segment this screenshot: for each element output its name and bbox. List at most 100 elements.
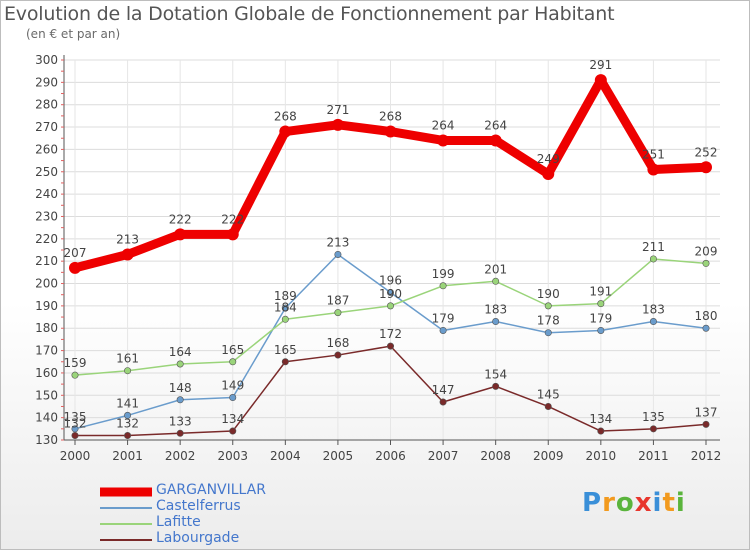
data-label: 222	[169, 212, 192, 226]
data-label: 149	[221, 379, 244, 393]
x-tick-label: 2010	[586, 449, 617, 463]
y-tick-label: 190	[35, 299, 58, 313]
data-label: 141	[116, 396, 139, 410]
data-point	[702, 324, 710, 332]
data-label: 183	[484, 303, 507, 317]
legend-label-garganvillar: GARGANVILLAR	[156, 482, 266, 498]
logo-letter: r	[602, 488, 616, 518]
y-tick-label: 170	[35, 344, 58, 358]
x-tick-label: 2002	[165, 449, 196, 463]
data-label: 172	[379, 327, 402, 341]
data-label: 154	[484, 367, 507, 381]
data-point	[489, 134, 502, 147]
data-label: 196	[379, 273, 402, 287]
x-tick-label: 2005	[323, 449, 354, 463]
data-label: 161	[116, 352, 139, 366]
data-point	[439, 398, 447, 406]
data-label: 134	[589, 412, 612, 426]
data-label: 187	[326, 294, 349, 308]
data-point	[700, 161, 712, 174]
data-point	[439, 282, 447, 290]
data-point	[174, 228, 187, 241]
data-point	[124, 411, 132, 419]
data-label: 133	[169, 414, 192, 428]
legend-label-lafitte: Lafitte	[156, 514, 201, 530]
data-point	[281, 358, 289, 366]
data-point	[542, 168, 555, 180]
y-tick-label: 250	[35, 165, 58, 179]
data-label: 211	[642, 240, 665, 254]
legend-swatch-labourgade	[100, 539, 152, 541]
data-point	[334, 351, 342, 359]
data-point	[71, 371, 79, 379]
data-label: 132	[116, 417, 139, 431]
data-label: 179	[589, 311, 612, 325]
logo-letter: i	[652, 488, 663, 518]
data-label: 264	[484, 118, 507, 132]
x-tick-label: 2011	[638, 449, 669, 463]
data-label: 145	[537, 387, 560, 401]
data-label: 135	[642, 410, 665, 424]
y-tick-label: 220	[35, 232, 58, 246]
data-label: 179	[432, 311, 455, 325]
data-point	[176, 360, 184, 368]
data-label: 183	[642, 303, 665, 317]
chart-subtitle: (en € et par an)	[26, 27, 121, 41]
data-label: 132	[64, 417, 87, 431]
data-point	[71, 425, 79, 433]
data-label: 165	[221, 343, 244, 357]
data-point	[69, 261, 81, 274]
data-label: 249	[537, 152, 560, 166]
proxiti-logo: Proxiti	[582, 488, 686, 518]
data-label: 190	[537, 287, 560, 301]
data-label: 180	[695, 309, 718, 323]
logo-letter: i	[675, 488, 686, 518]
data-point	[544, 302, 552, 310]
x-tick-label: 2001	[112, 449, 143, 463]
data-label: 291	[589, 58, 612, 72]
legend-label-castelferrus: Castelferrus	[156, 498, 241, 514]
data-point	[334, 250, 342, 258]
data-point	[492, 382, 500, 390]
data-point	[544, 329, 552, 337]
data-point	[649, 425, 657, 433]
y-tick-label: 130	[35, 433, 58, 447]
y-tick-label: 240	[35, 187, 58, 201]
data-label: 251	[642, 148, 665, 162]
x-tick-label: 2004	[270, 449, 301, 463]
data-label: 268	[379, 110, 402, 124]
data-label: 190	[379, 287, 402, 301]
chart-title: Evolution de la Dotation Globale de Fonc…	[4, 3, 615, 25]
data-point	[437, 134, 450, 147]
data-point	[71, 432, 79, 440]
data-point	[229, 394, 237, 402]
data-point	[386, 302, 394, 310]
data-point	[597, 300, 605, 308]
data-point	[124, 432, 132, 440]
x-tick-label: 2008	[480, 449, 511, 463]
data-label: 191	[589, 285, 612, 299]
data-point	[702, 420, 710, 428]
data-label: 209	[695, 244, 718, 258]
data-label: 252	[695, 145, 718, 159]
x-tick-label: 2007	[428, 449, 459, 463]
data-point	[279, 125, 292, 138]
data-point	[281, 304, 289, 312]
legend-swatch-lafitte	[100, 523, 152, 525]
data-label: 168	[326, 336, 349, 350]
data-label: 137	[695, 405, 718, 419]
y-tick-label: 210	[35, 254, 58, 268]
y-tick-label: 180	[35, 321, 58, 335]
data-label: 199	[432, 267, 455, 281]
data-point	[594, 74, 607, 87]
data-label: 207	[64, 246, 87, 260]
x-tick-label: 2003	[217, 449, 248, 463]
legend-label-labourgade: Labourgade	[156, 530, 240, 546]
y-tick-label: 230	[35, 209, 58, 223]
data-label: 271	[326, 103, 349, 117]
x-tick-label: 2009	[533, 449, 564, 463]
data-point	[229, 427, 237, 435]
logo-letter: t	[662, 488, 676, 518]
legend-swatch-garganvillar	[100, 487, 152, 497]
